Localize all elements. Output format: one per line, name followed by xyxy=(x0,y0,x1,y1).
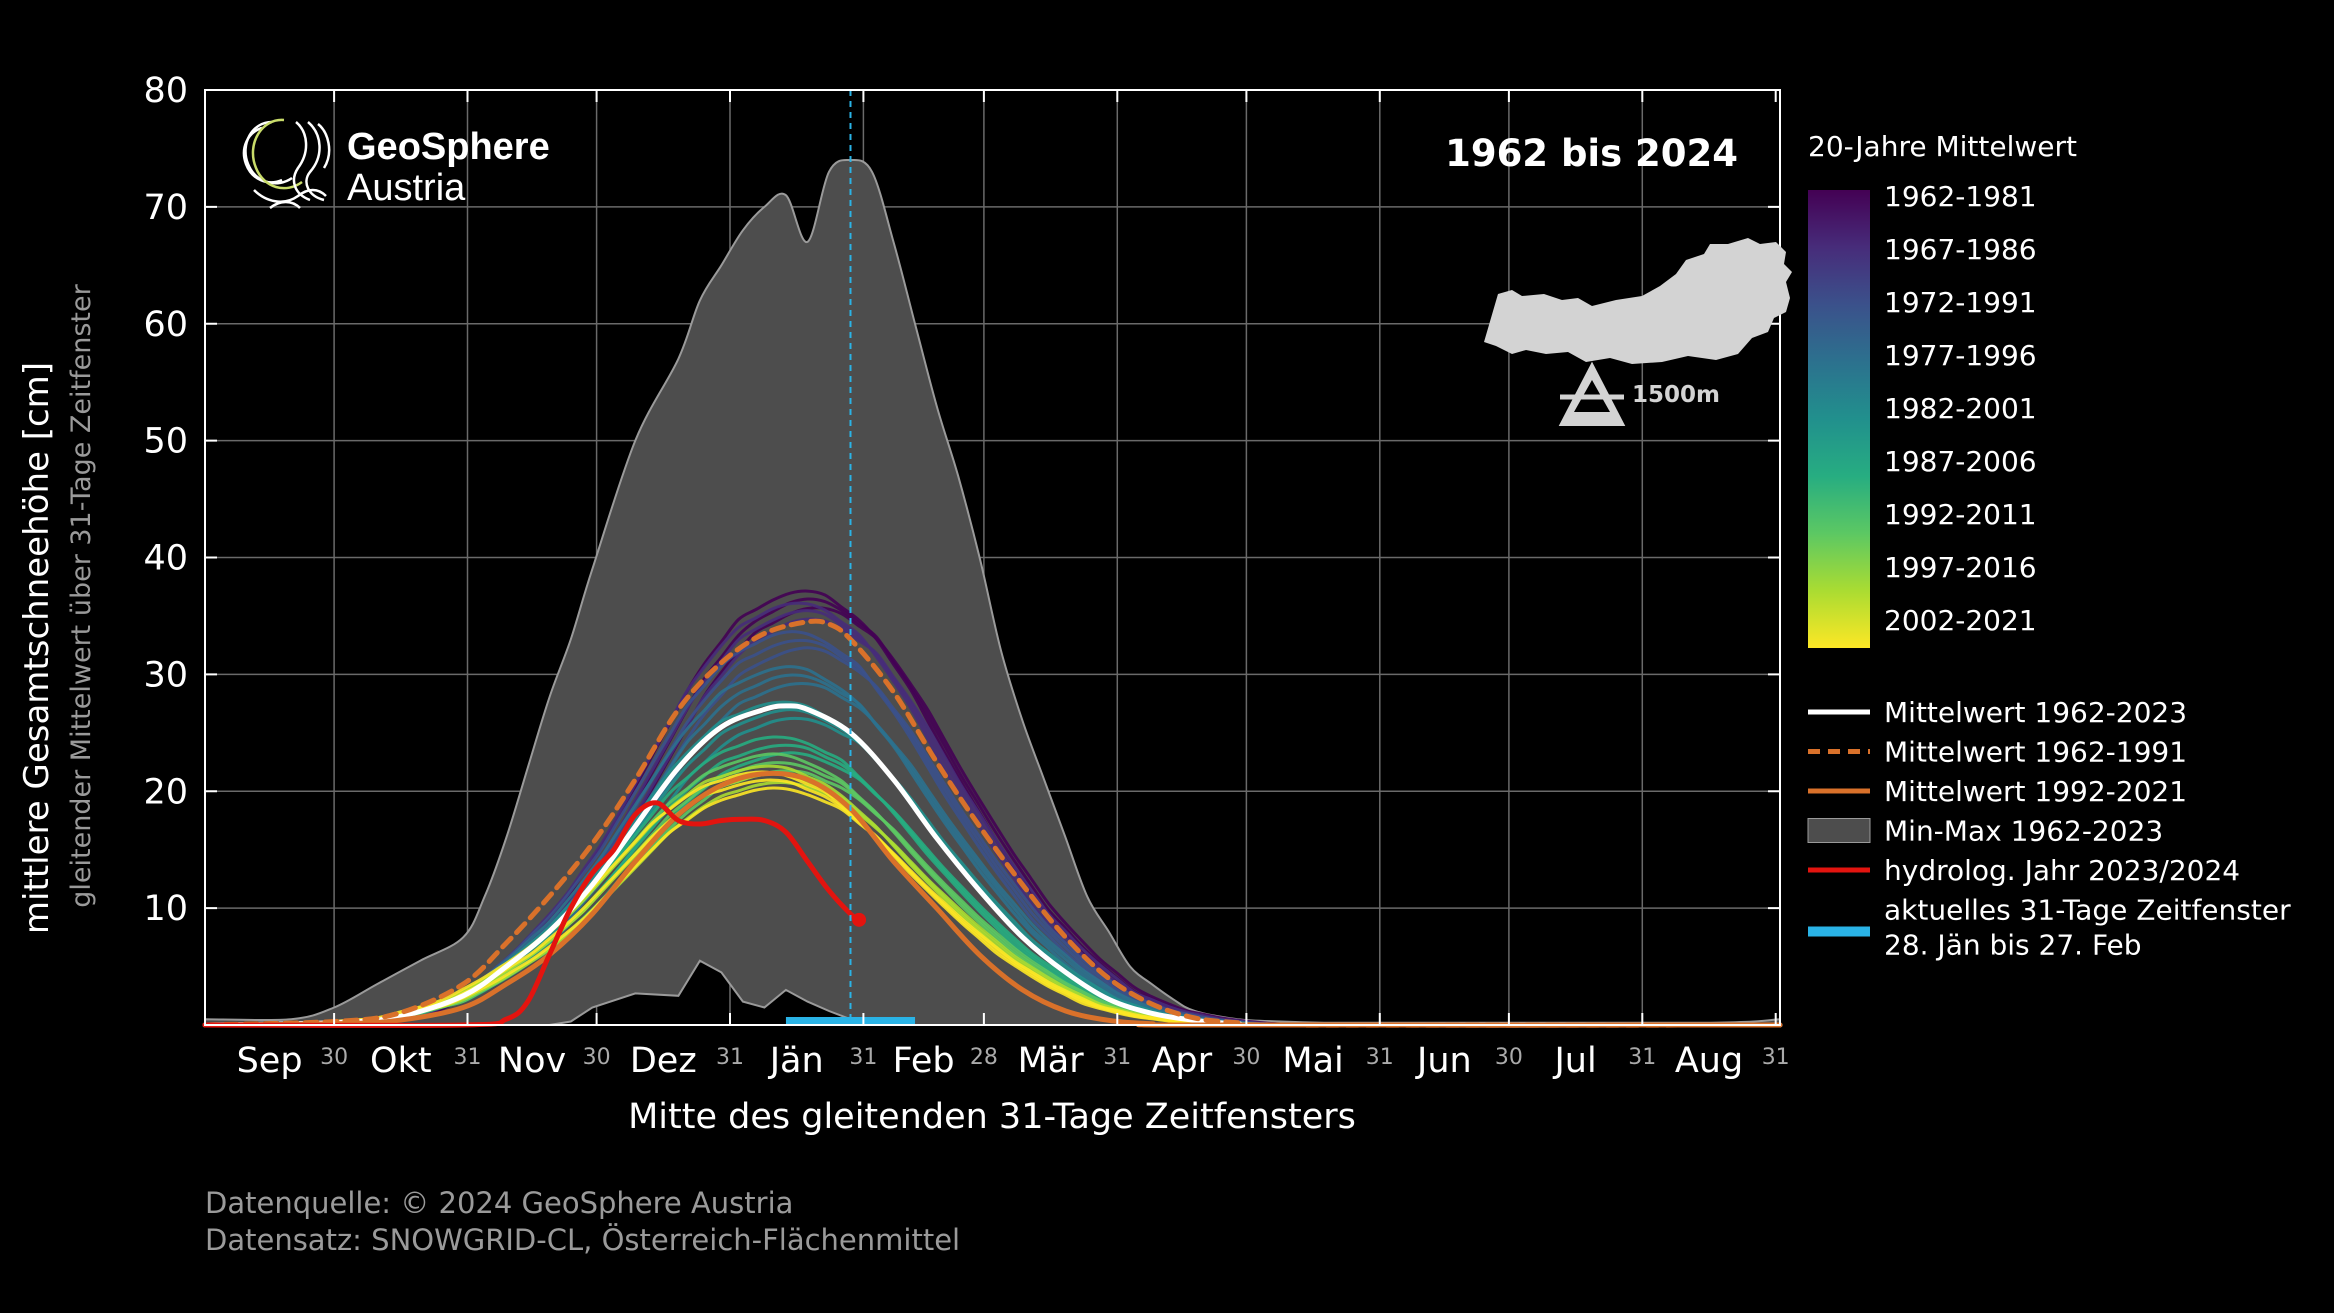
current-window-bar xyxy=(785,1017,916,1025)
colorbar-labels: 1962-1981 1967-1986 1972-1991 1977-1996 1982… xyxy=(1884,180,2037,637)
x-tick-label: Mär xyxy=(1018,1041,1085,1081)
x-tick-day-label: 31 xyxy=(1103,1045,1131,1070)
y-tick-label: 40 xyxy=(143,539,188,579)
legend-label: Mittelwert 1962-1991 xyxy=(1884,736,2187,769)
colorbar-label: 2002-2021 xyxy=(1884,604,2037,637)
y-tick-label: 10 xyxy=(143,889,188,929)
x-tick-day-label: 30 xyxy=(1495,1045,1523,1070)
colorbar-title: 20-Jahre Mittelwert xyxy=(1808,130,2077,163)
current-value-marker xyxy=(852,912,867,927)
legend-label: Min-Max 1962-2023 xyxy=(1884,815,2163,848)
y-tick-label: 70 xyxy=(143,188,188,228)
y-axis-label-secondary: gleitender Mittelwert über 31-Tage Zeitf… xyxy=(66,283,97,907)
legend-label: 28. Jän bis 27. Feb xyxy=(1884,929,2142,962)
x-tick-day-label: 28 xyxy=(970,1045,998,1070)
legend: Mittelwert 1962-2023 Mittelwert 1962-1991… xyxy=(1807,696,2291,962)
x-tick-label: Nov xyxy=(498,1041,566,1081)
x-tick-label: Sep xyxy=(237,1041,303,1081)
colorbar-label: 1977-1996 xyxy=(1884,339,2037,372)
legend-swatch xyxy=(1808,926,1870,937)
x-tick-label: Aug xyxy=(1675,1041,1743,1081)
y-ticks: 10 20 30 40 50 60 70 80 xyxy=(143,71,1780,929)
x-tick-label: Jän xyxy=(768,1041,824,1081)
x-tick-day-label: 30 xyxy=(320,1045,348,1070)
colorbar-label: 1987-2006 xyxy=(1884,445,2037,478)
legend-label: Mittelwert 1992-2021 xyxy=(1884,775,2187,808)
footer-source: Datenquelle: © 2024 GeoSphere Austria xyxy=(205,1186,793,1220)
y-axis-label: mittlere Gesamtschneehöhe [cm] xyxy=(17,362,57,934)
colorbar-label: 1967-1986 xyxy=(1884,233,2037,266)
logo-name: GeoSphere xyxy=(347,126,550,168)
x-axis-label: Mitte des gleitenden 31-Tage Zeitfenster… xyxy=(628,1097,1356,1137)
x-tick-label: Apr xyxy=(1152,1041,1213,1081)
elevation-label: 1500m xyxy=(1632,382,1720,408)
colorbar-label: 1962-1981 xyxy=(1884,180,2037,213)
x-tick-day-label: 31 xyxy=(716,1045,744,1070)
colorbar xyxy=(1808,190,1870,648)
x-tick-day-label: 31 xyxy=(1366,1045,1394,1070)
colorbar-label: 1992-2011 xyxy=(1884,498,2037,531)
x-tick-label: Feb xyxy=(893,1041,955,1081)
y-tick-label: 30 xyxy=(143,655,188,695)
colorbar-label: 1972-1991 xyxy=(1884,286,2037,319)
x-ticks: Sep 30 Okt 31 Nov 30 Dez 31 Jän 31 Feb 28 Mär 31 Apr 30… xyxy=(237,90,1790,1081)
x-tick-label: Mai xyxy=(1282,1041,1343,1081)
y-tick-label: 20 xyxy=(143,772,188,812)
legend-label: aktuelles 31-Tage Zeitfenster xyxy=(1884,894,2291,927)
elevation-icon xyxy=(1558,361,1626,426)
y-tick-label: 60 xyxy=(143,305,188,345)
legend-swatch xyxy=(1807,818,1871,843)
legend-label: Mittelwert 1962-2023 xyxy=(1884,696,2187,729)
x-tick-day-label: 31 xyxy=(1762,1045,1790,1070)
legend-label: hydrolog. Jahr 2023/2024 xyxy=(1884,854,2240,887)
geosphere-logo xyxy=(242,118,331,210)
colorbar-label: 1982-2001 xyxy=(1884,392,2037,425)
x-tick-day-label: 31 xyxy=(1628,1045,1656,1070)
y-tick-label: 80 xyxy=(143,71,188,111)
colorbar-label: 1997-2016 xyxy=(1884,551,2037,584)
austria-map-icon xyxy=(1484,238,1792,364)
x-tick-day-label: 30 xyxy=(583,1045,611,1070)
x-tick-day-label: 31 xyxy=(454,1045,482,1070)
chart-title: 1962 bis 2024 xyxy=(1445,132,1738,175)
series-line xyxy=(202,618,1783,1028)
series-line xyxy=(202,800,862,1028)
x-tick-label: Dez xyxy=(630,1041,697,1081)
logo-sub: Austria xyxy=(347,167,466,209)
x-tick-label: Jul xyxy=(1552,1041,1596,1081)
x-tick-day-label: 31 xyxy=(849,1045,877,1070)
y-tick-label: 50 xyxy=(143,422,188,462)
x-tick-label: Okt xyxy=(370,1041,432,1081)
x-tick-day-label: 30 xyxy=(1232,1045,1260,1070)
x-tick-label: Jun xyxy=(1415,1041,1472,1081)
footer-dataset: Datensatz: SNOWGRID-CL, Österreich-Fläch… xyxy=(205,1223,960,1257)
